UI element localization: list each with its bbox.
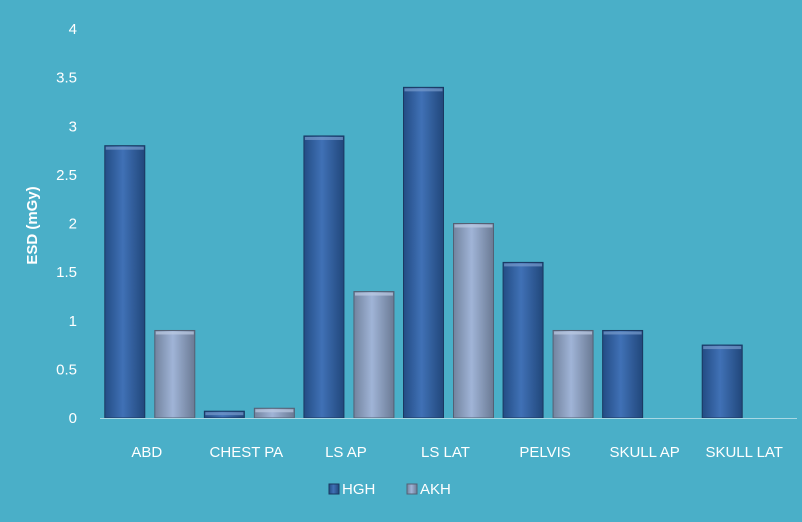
bar-highlight (703, 346, 742, 350)
y-axis-title: ESD (mGy) (24, 186, 41, 264)
x-axis-labels: ABD CHEST PA LS AP LS LAT PELVIS SKULL AP SKUL… (131, 444, 783, 461)
x-tick-label: SKULL LAT (705, 444, 783, 461)
x-tick-label: PELVIS (519, 444, 570, 461)
y-tick-label: 3 (69, 118, 77, 135)
x-tick-label: CHEST PA (210, 444, 284, 461)
x-tick-label: LS AP (325, 444, 367, 461)
bar-akh-ls-ap (353, 291, 395, 419)
bar-highlight (603, 331, 642, 335)
bars-group (104, 86, 743, 419)
y-tick-label: 2.5 (56, 167, 77, 184)
bar-highlight (504, 263, 543, 267)
y-tick-label: 4 (69, 21, 77, 38)
bar-hgh-abd (104, 145, 146, 419)
legend-label-hgh: HGH (342, 481, 375, 498)
bar-highlight (155, 331, 194, 335)
bar-akh-ls-lat (453, 223, 494, 419)
bar-hgh-pelvis (502, 261, 544, 419)
bar-highlight (105, 146, 144, 150)
y-tick-label: 3.5 (56, 70, 77, 87)
legend-label-akh: AKH (420, 481, 451, 498)
bar-hgh-ls-ap (303, 135, 345, 419)
y-tick-label: 1.5 (56, 264, 77, 281)
y-tick-label: 1 (69, 313, 77, 330)
bar-akh-pelvis (552, 329, 594, 419)
bar-highlight (255, 409, 294, 413)
bar-hgh-ls-lat (403, 86, 444, 419)
bar-highlight (304, 136, 343, 140)
x-tick-label: SKULL AP (609, 444, 679, 461)
bar-akh-abd (154, 329, 196, 419)
bar-highlight (354, 292, 393, 296)
bar-hgh-skull-lat (701, 344, 743, 419)
y-tick-label: 0 (69, 410, 77, 427)
legend-swatch-akh (406, 483, 418, 495)
y-tick-label: 2 (69, 216, 77, 233)
legend: HGH AKH (328, 481, 451, 498)
bar-highlight (554, 331, 593, 335)
bar-hgh-skull-ap (602, 329, 644, 419)
y-tick-label: 0.5 (56, 361, 77, 378)
bar-highlight (205, 412, 244, 416)
legend-swatch-hgh (328, 483, 340, 495)
bar-highlight (454, 224, 493, 228)
bar-highlight (404, 88, 443, 92)
y-axis-ticks: 0 0.5 1 1.5 2 2.5 3 3.5 4 (56, 21, 77, 427)
x-tick-label: ABD (131, 444, 162, 461)
x-tick-label: LS LAT (421, 444, 470, 461)
